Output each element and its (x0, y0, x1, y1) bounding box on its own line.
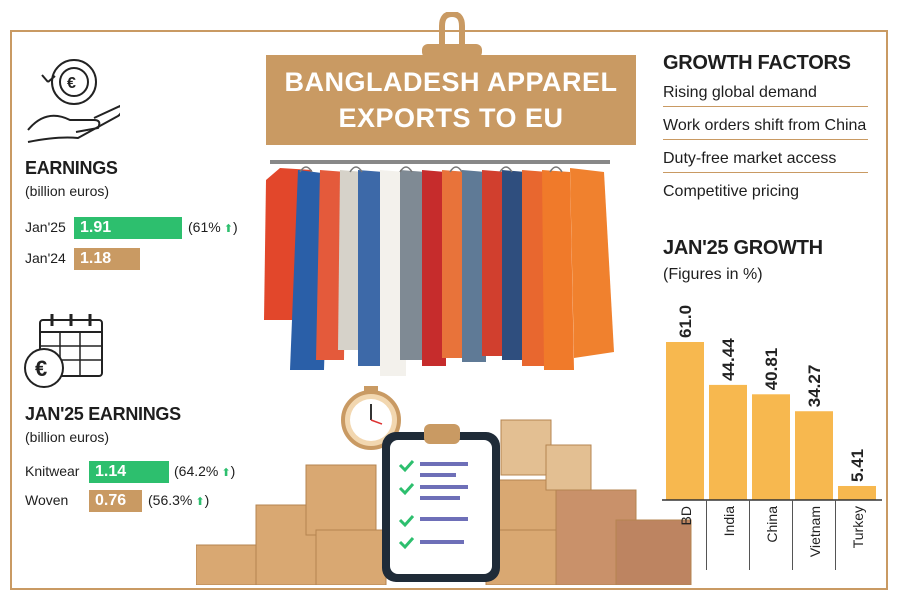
jan25-earnings-heading: JAN'25 EARNINGS (25, 404, 181, 424)
title-banner: BANGLADESH APPAREL EXPORTS TO EU (266, 55, 636, 145)
growth-bar-chart: 61.0 BD 44.44 India 40.81 China 34.27 Vietnam 5.… (662, 305, 882, 570)
svg-text:€: € (35, 356, 47, 381)
chart-subtitle: (Figures in %) (663, 266, 763, 283)
category-label-bd: BD (678, 506, 694, 525)
growth-factor-item: Competitive pricing (663, 183, 800, 200)
up-arrow-icon: ⬆ (218, 467, 231, 479)
category-label-china: China (764, 506, 780, 543)
earnings-row-label-jan24: Jan'24 (25, 250, 66, 266)
earnings-bar-jan24: 1.18 (74, 248, 140, 270)
knitwear-change-text: (64.2% (174, 463, 219, 479)
value-label-bd: 61.0 (676, 305, 695, 338)
earnings-change-jan25: (61% ⬆) (188, 219, 238, 235)
value-label-china: 40.81 (762, 348, 781, 391)
category-label-vietnam: Vietnam (807, 506, 823, 557)
bar-turkey (838, 485, 876, 500)
value-label-vietnam: 34.27 (805, 365, 824, 408)
earnings-heading: EARNINGS (25, 158, 118, 178)
woven-label: Woven (25, 492, 69, 508)
chart-title: JAN'25 GROWTH (663, 237, 823, 259)
bar-vietnam (795, 411, 833, 500)
knitwear-change: (64.2% ⬆) (174, 463, 236, 479)
value-label-india: 44.44 (719, 338, 738, 381)
clipboard-checklist-icon (382, 424, 500, 582)
cardboard-boxes-illustration (196, 386, 692, 585)
infographic-frame (10, 30, 888, 590)
woven-bar: 0.76 (89, 490, 142, 512)
knitwear-label: Knitwear (25, 463, 80, 479)
hanger-hook-icon (422, 12, 482, 58)
clothes-rack-illustration (264, 160, 614, 376)
title-line-1: BANGLADESH APPAREL (284, 67, 618, 97)
earnings-bar-jan25: 1.91 (74, 217, 182, 239)
bar-india (709, 384, 747, 500)
bar-china (752, 394, 790, 500)
calendar-euro-icon: € (24, 314, 103, 388)
knitwear-bar: 1.14 (89, 461, 169, 483)
growth-factor-item: Duty-free market access (663, 150, 868, 173)
up-arrow-icon: ⬆ (220, 223, 233, 235)
euro-cycle-hand-icon: € (27, 59, 120, 143)
woven-change: (56.3% ⬆) (148, 492, 210, 508)
bar-bd (666, 342, 704, 500)
growth-factor-item: Rising global demand (663, 84, 868, 107)
up-arrow-icon: ⬆ (192, 496, 205, 508)
svg-text:€: € (67, 75, 76, 92)
growth-factors-heading: GROWTH FACTORS (663, 52, 851, 74)
growth-factor-item: Work orders shift from China (663, 117, 868, 140)
category-label-turkey: Turkey (850, 506, 866, 548)
value-label-turkey: 5.41 (848, 449, 867, 482)
earnings-row-label-jan25: Jan'25 (25, 219, 66, 235)
title-line-2: EXPORTS TO EU (338, 103, 564, 133)
clock-icon (341, 386, 401, 450)
jan25-earnings-unit: (billion euros) (25, 429, 110, 445)
earnings-change-text: (61% (188, 219, 221, 235)
earnings-unit: (billion euros) (25, 183, 110, 199)
woven-change-text: (56.3% (148, 492, 193, 508)
category-label-india: India (721, 506, 737, 537)
